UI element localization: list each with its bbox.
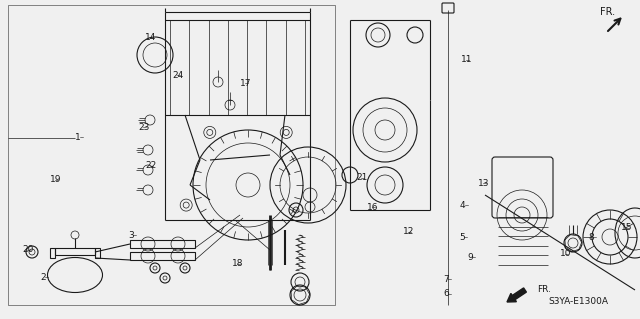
Text: 10: 10 <box>560 249 572 258</box>
Text: S3YA-E1300A: S3YA-E1300A <box>548 298 608 307</box>
Text: 21: 21 <box>356 174 367 182</box>
Text: 23: 23 <box>138 122 149 131</box>
Text: 12: 12 <box>403 227 414 236</box>
Text: 5: 5 <box>459 233 465 241</box>
Text: 18: 18 <box>232 259 243 269</box>
Text: 7: 7 <box>443 275 449 284</box>
Text: 2: 2 <box>40 272 45 281</box>
Text: 9: 9 <box>467 253 473 262</box>
Text: 24: 24 <box>172 70 183 79</box>
Text: 1: 1 <box>75 132 81 142</box>
Text: 22: 22 <box>145 161 156 170</box>
Text: FR.: FR. <box>600 7 615 17</box>
Text: 8: 8 <box>588 233 594 241</box>
Text: 20: 20 <box>22 246 33 255</box>
Text: 16: 16 <box>367 203 378 211</box>
Text: 15: 15 <box>621 224 632 233</box>
Text: 6: 6 <box>443 290 449 299</box>
Text: 14: 14 <box>145 33 156 42</box>
Text: 3: 3 <box>128 231 134 240</box>
Text: FR.: FR. <box>537 286 551 294</box>
Text: 11: 11 <box>461 56 472 64</box>
Text: 4: 4 <box>460 201 466 210</box>
Text: 17: 17 <box>240 78 252 87</box>
Text: 19: 19 <box>50 175 61 184</box>
Text: 13: 13 <box>478 179 490 188</box>
FancyArrow shape <box>507 288 526 302</box>
